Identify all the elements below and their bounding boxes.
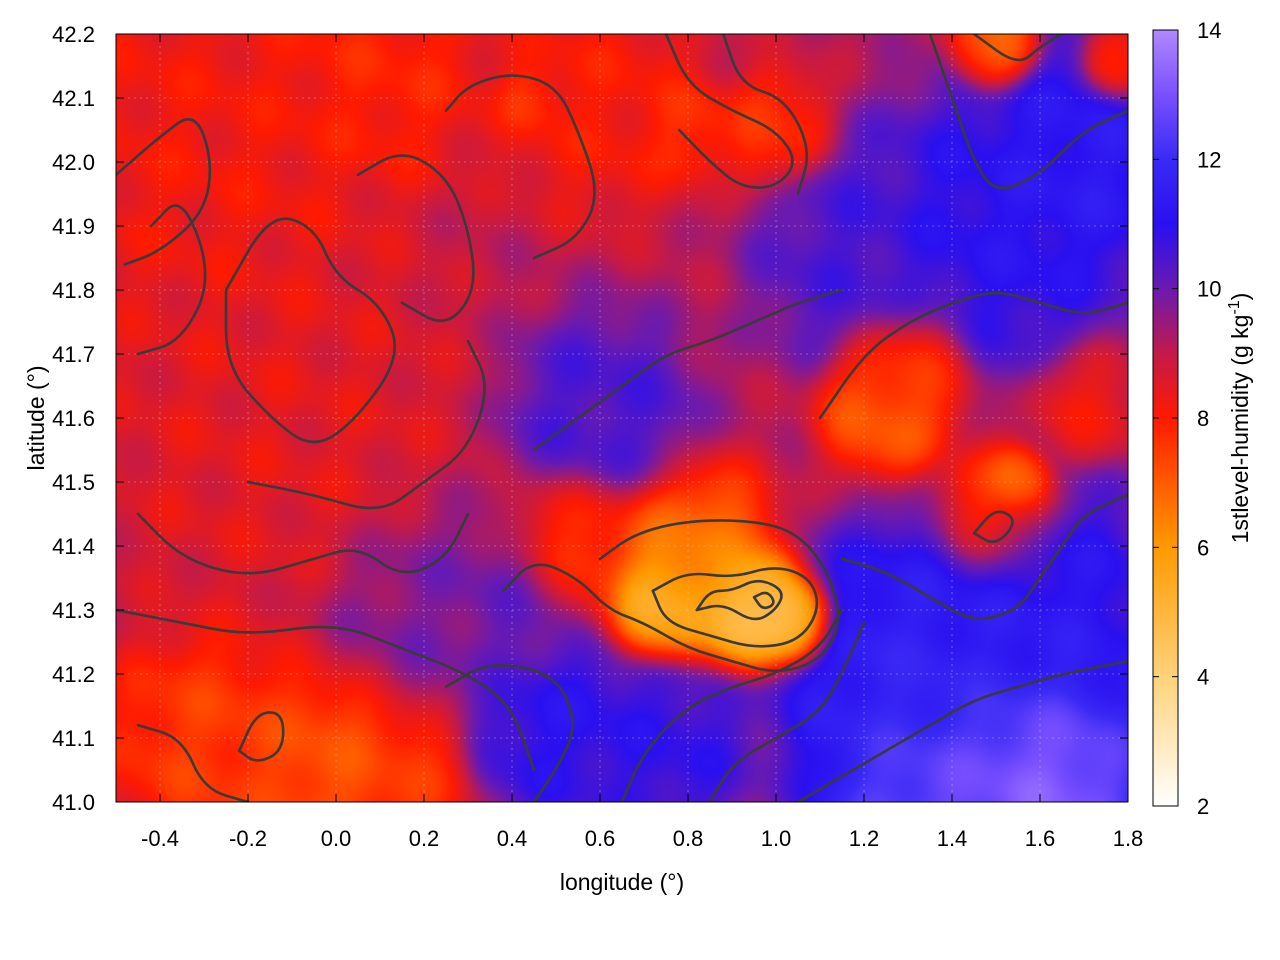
- contour-line-22: [664, 34, 794, 189]
- x-tick-labels: -0.4 -0.2 0.0 0.2 0.4 0.6 0.8 1.0 1.2 1.4 1.6 1.8: [141, 826, 1143, 851]
- contour-line-23: [721, 34, 809, 196]
- contour-line-0: [116, 118, 212, 266]
- y-tick-label: 41.7: [52, 342, 95, 367]
- x-tick-marks: [159, 34, 1129, 802]
- x-tick-label: 1.8: [1113, 826, 1144, 851]
- contour-line-11: [651, 567, 819, 648]
- colorbar-tick-labels: 14 12 10 8 6 4 2: [1197, 18, 1221, 819]
- x-tick-label: 0.6: [585, 826, 616, 851]
- y-tick-label: 41.4: [52, 534, 95, 559]
- colorbar: 14 12 10 8 6 4 2 1stlevel-humidity (g kg-1): [1152, 18, 1253, 819]
- contour-line-25: [972, 34, 1064, 62]
- x-axis-title: longitude (°): [560, 869, 684, 895]
- x-tick-label: 1.2: [849, 826, 880, 851]
- y-tick-labels: 41.0 41.1 41.2 41.3 41.4 41.5 41.6 41.7 41.8 41.9…: [52, 22, 95, 815]
- contour-line-16: [840, 493, 1128, 620]
- grid-lines: [116, 34, 1128, 802]
- x-tick-label: 1.0: [761, 826, 792, 851]
- contour-line-8: [237, 711, 285, 762]
- y-tick-label: 42.2: [52, 22, 95, 47]
- contour-line-19: [818, 291, 1128, 420]
- colorbar-title-superscript: -1: [1226, 300, 1243, 314]
- colorbar-tick-label: 6: [1197, 535, 1209, 560]
- plot-area: -0.4 -0.2 0.0 0.2 0.4 0.6 0.8 1.0 1.2 1.4 1.6 1.8 4…: [52, 22, 1143, 851]
- contour-line-18: [796, 659, 1128, 802]
- y-tick-label: 41.0: [52, 790, 95, 815]
- colorbar-title: 1stlevel-humidity (g kg-1): [1226, 293, 1253, 544]
- colorbar-tick-marks: [1153, 29, 1178, 807]
- colorbar-title-close: ): [1227, 293, 1253, 301]
- y-tick-label: 42.1: [52, 86, 95, 111]
- y-tick-label: 41.9: [52, 214, 95, 239]
- contour-line-1: [136, 204, 207, 356]
- colorbar-tick-label: 12: [1197, 147, 1221, 172]
- contour-line-12: [695, 579, 783, 621]
- x-tick-label: 0.2: [409, 826, 440, 851]
- contour-line-24: [928, 34, 1128, 190]
- contour-line-14: [620, 608, 844, 802]
- colorbar-tick-label: 8: [1197, 406, 1209, 431]
- colorbar-title-main: 1stlevel-humidity (g kg: [1227, 315, 1253, 544]
- y-tick-label: 41.6: [52, 406, 95, 431]
- contour-line-2: [224, 217, 396, 444]
- y-tick-marks: [116, 33, 1128, 803]
- y-tick-label: 41.1: [52, 726, 95, 751]
- y-tick-label: 41.3: [52, 598, 95, 623]
- y-tick-label: 41.5: [52, 470, 95, 495]
- x-tick-label: 1.4: [937, 826, 968, 851]
- x-tick-label: -0.4: [141, 826, 179, 851]
- y-tick-label: 41.8: [52, 278, 95, 303]
- contour-line-9: [444, 664, 574, 802]
- contour-line-17: [972, 510, 1014, 543]
- colorbar-tick-label: 2: [1197, 794, 1209, 819]
- contour-line-15: [708, 621, 866, 802]
- contour-line-6: [116, 608, 536, 772]
- colorbar-tick-label: 10: [1197, 277, 1221, 302]
- contour-lines: [116, 34, 1128, 802]
- y-tick-label: 42.0: [52, 150, 95, 175]
- contour-line-4: [246, 339, 486, 510]
- y-tick-label: 41.2: [52, 662, 95, 687]
- colorbar-tick-label: 4: [1197, 665, 1209, 690]
- contour-line-13: [752, 591, 775, 610]
- contour-line-3: [356, 154, 475, 322]
- contour-line-7: [136, 723, 250, 802]
- x-tick-label: 0.0: [321, 826, 352, 851]
- x-tick-label: 0.8: [673, 826, 704, 851]
- contour-line-21: [444, 74, 596, 260]
- contour-line-20: [532, 288, 844, 452]
- y-axis-title: latitude (°): [23, 365, 49, 470]
- x-tick-label: 1.6: [1025, 826, 1056, 851]
- x-tick-label: -0.2: [229, 826, 267, 851]
- contour-line-5: [136, 512, 470, 575]
- colorbar-tick-label: 14: [1197, 18, 1221, 43]
- x-tick-label: 0.4: [497, 826, 528, 851]
